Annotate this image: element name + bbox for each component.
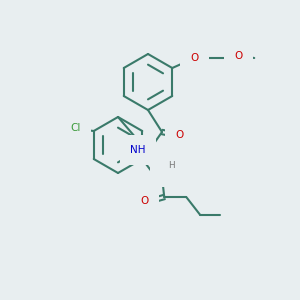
Text: NH: NH — [130, 145, 146, 155]
Text: O: O — [234, 51, 242, 61]
Text: O: O — [140, 196, 148, 206]
Text: O: O — [190, 53, 198, 63]
Text: H: H — [168, 161, 175, 170]
Text: Cl: Cl — [70, 123, 81, 133]
Text: N: N — [160, 167, 168, 177]
Text: O: O — [176, 130, 184, 140]
